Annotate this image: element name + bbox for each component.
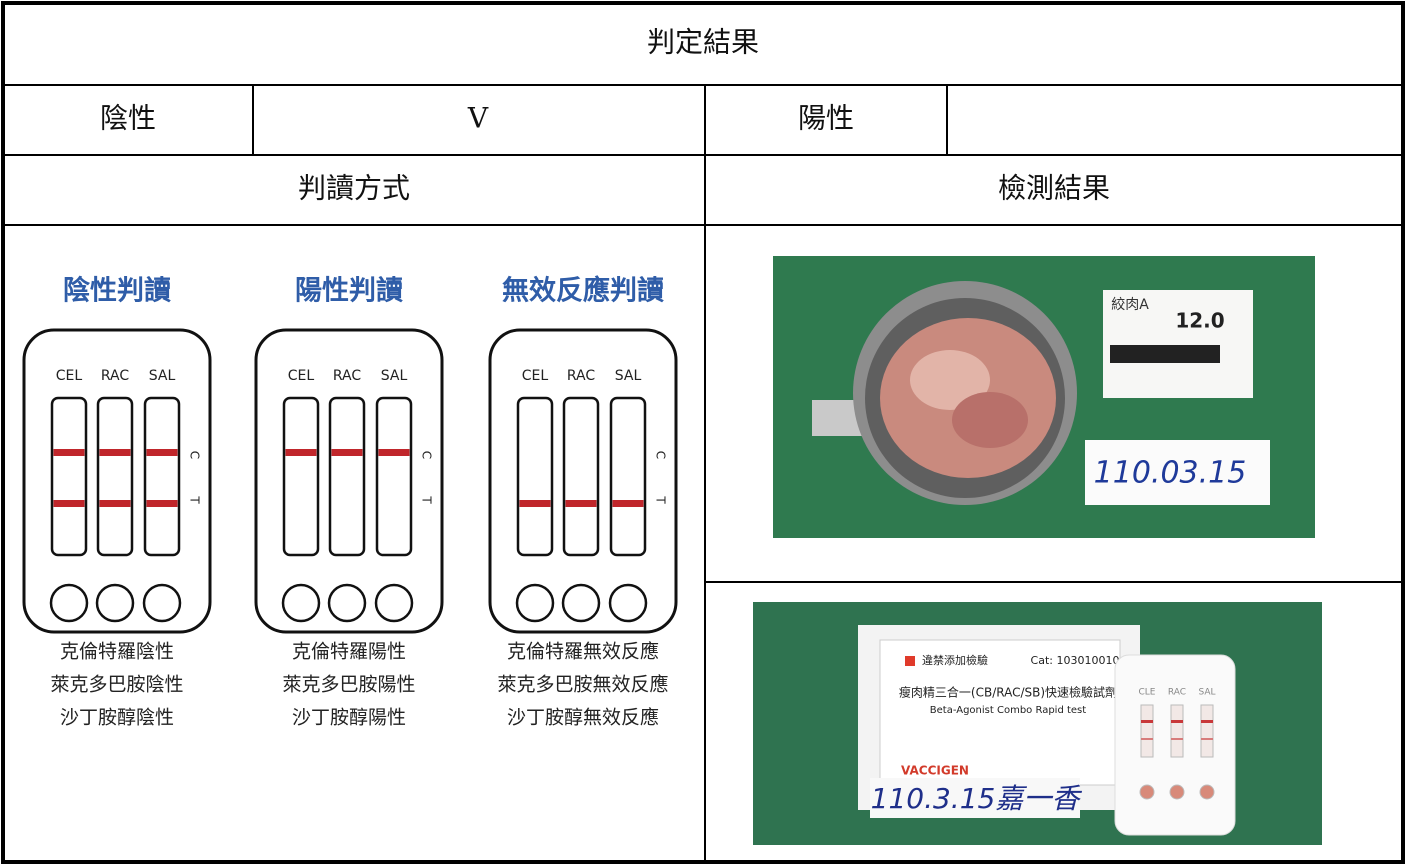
test-card xyxy=(254,328,444,634)
reaction-band xyxy=(285,449,317,456)
strip-label: RAC xyxy=(333,368,361,384)
reaction-band xyxy=(565,500,597,507)
reaction-band xyxy=(519,500,551,507)
negative-value: V xyxy=(467,102,489,135)
strip xyxy=(143,396,181,557)
strip xyxy=(375,396,413,557)
reaction-band xyxy=(612,500,644,507)
strip-label: RAC xyxy=(567,368,595,384)
kit-catalog: Cat: 103010010 xyxy=(1031,654,1120,667)
strip xyxy=(50,396,88,557)
reaction-band xyxy=(53,500,85,507)
panel-caption: 萊克多巴胺陰性 xyxy=(50,674,183,696)
reaction-band xyxy=(146,500,178,507)
panel-caption: 沙丁胺醇陽性 xyxy=(292,707,406,729)
kit-strip xyxy=(1170,704,1184,758)
negative-label: 陰性 xyxy=(100,102,156,135)
kit-band xyxy=(1171,738,1183,740)
panel-caption: 沙丁胺醇陰性 xyxy=(60,707,174,729)
strip xyxy=(516,396,554,557)
photo-meat: 絞肉A 12.0 110.03.15 xyxy=(773,256,1315,538)
sample-well xyxy=(327,583,367,623)
strip xyxy=(328,396,366,557)
sample-well xyxy=(561,583,601,623)
panel-heading: 陽性判讀 xyxy=(295,276,403,307)
test-card xyxy=(22,328,212,634)
kit-band xyxy=(1201,738,1213,740)
panel-caption: 克倫特羅陽性 xyxy=(292,641,406,663)
sample-well xyxy=(95,583,135,623)
kit-strip xyxy=(1200,704,1214,758)
line-label: T xyxy=(420,495,434,504)
reaction-band xyxy=(99,500,131,507)
reaction-band xyxy=(378,449,410,456)
kit-strip xyxy=(1140,704,1154,758)
kit-well xyxy=(1199,784,1215,800)
strip xyxy=(282,396,320,557)
kit-band xyxy=(1171,720,1183,723)
panel-caption: 沙丁胺醇無效反應 xyxy=(507,706,659,729)
kit-card-label: SAL xyxy=(1198,688,1215,698)
strip xyxy=(96,396,134,557)
strip-label: SAL xyxy=(615,368,642,384)
kit-well xyxy=(1169,784,1185,800)
reaction-band xyxy=(331,449,363,456)
table-title: 判定結果 xyxy=(647,26,759,59)
panel-caption: 克倫特羅無效反應 xyxy=(507,640,659,663)
line-label: C xyxy=(188,451,202,459)
photo-label: 絞肉A xyxy=(1111,297,1149,313)
result-header: 檢測結果 xyxy=(998,172,1110,205)
strip-label: SAL xyxy=(149,368,176,384)
panel-caption: 克倫特羅陰性 xyxy=(60,641,174,663)
strip-label: CEL xyxy=(288,368,315,384)
kit-brand: VACCIGEN xyxy=(901,764,969,778)
line-label: C xyxy=(420,451,434,459)
line-label: T xyxy=(188,495,202,504)
kit-card-label: RAC xyxy=(1168,688,1186,698)
panel-caption: 萊克多巴胺陽性 xyxy=(282,674,415,696)
strip-label: CEL xyxy=(56,368,83,384)
strip-label: SAL xyxy=(381,368,408,384)
sample-well xyxy=(142,583,182,623)
sample-well xyxy=(49,583,89,623)
sample-well xyxy=(515,583,555,623)
kit-well xyxy=(1139,784,1155,800)
test-card xyxy=(488,328,678,634)
sample-well xyxy=(281,583,321,623)
kit-name: 瘦肉精三合一(CB/RAC/SB)快速檢驗試劑 xyxy=(899,685,1117,700)
kit-band xyxy=(1141,720,1153,723)
sample-well xyxy=(608,583,648,623)
line-label: T xyxy=(654,495,668,504)
reaction-band xyxy=(146,449,178,456)
panel-heading: 陰性判讀 xyxy=(63,275,171,307)
reaction-band xyxy=(53,449,85,456)
method-header: 判讀方式 xyxy=(298,172,410,205)
sample-well xyxy=(374,583,414,623)
strip xyxy=(562,396,600,557)
strip-label: CEL xyxy=(522,368,549,384)
panel-heading: 無效反應判讀 xyxy=(502,275,664,307)
strip xyxy=(609,396,647,557)
photo-handwriting: 110.03.15 xyxy=(1094,456,1247,491)
reaction-band xyxy=(99,449,131,456)
photo-weight: 12.0 xyxy=(1175,309,1224,333)
line-label: C xyxy=(654,451,668,459)
kit-name-en: Beta-Agonist Combo Rapid test xyxy=(930,705,1086,716)
kit-band xyxy=(1201,720,1213,723)
kit-band xyxy=(1141,738,1153,740)
strip-label: RAC xyxy=(101,368,129,384)
panel-caption: 萊克多巴胺無效反應 xyxy=(497,673,668,696)
kit-title: 違禁添加檢驗 xyxy=(922,653,988,667)
kit-card-label: CLE xyxy=(1139,688,1156,698)
photo-kit: 違禁添加檢驗 Cat: 103010010 瘦肉精三合一(CB/RAC/SB)快… xyxy=(753,602,1322,845)
kit-handwriting: 110.3.15嘉一香 xyxy=(871,782,1083,815)
positive-label: 陽性 xyxy=(798,102,854,135)
